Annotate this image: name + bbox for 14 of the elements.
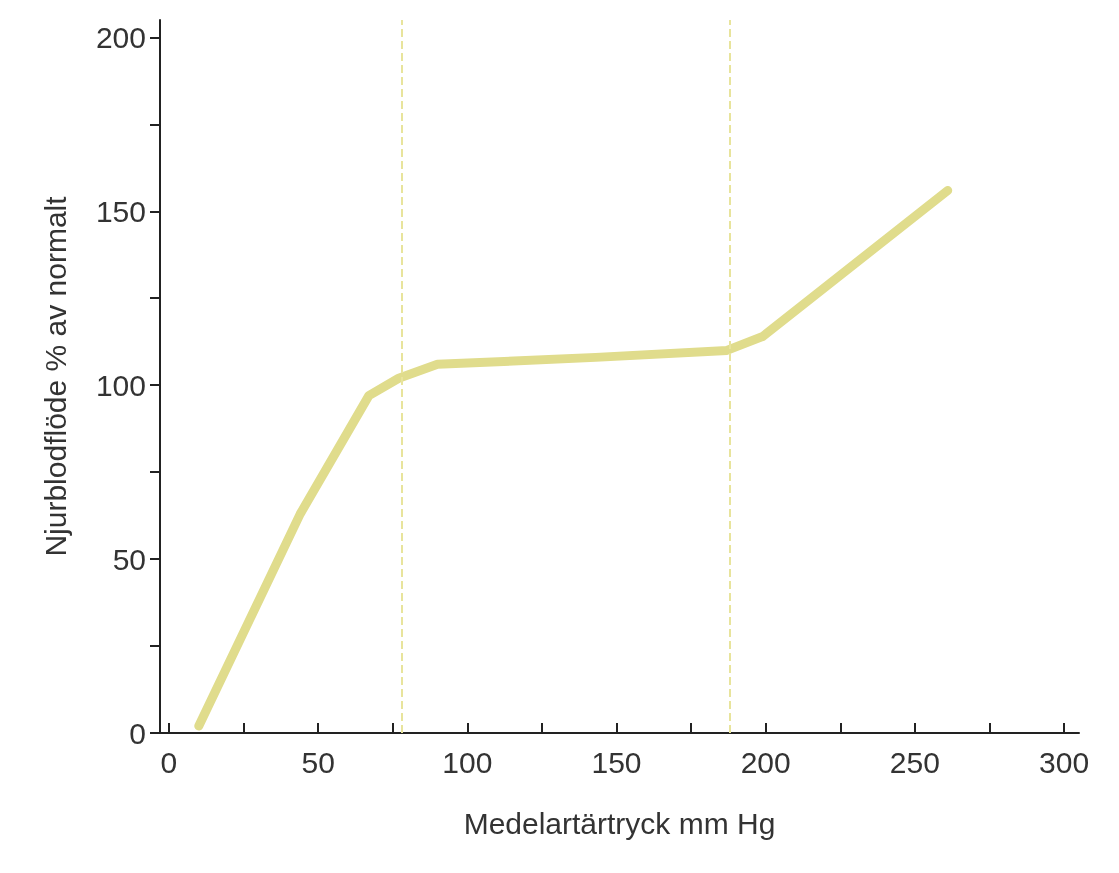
y-tick-label: 150: [95, 194, 146, 228]
x-axis-title: Medelartärtryck mm Hg: [463, 806, 776, 840]
x-tick-label: 150: [591, 745, 642, 779]
y-tick-label: 200: [95, 20, 146, 54]
x-tick-label: 0: [160, 745, 178, 779]
x-tick-label: 100: [442, 745, 493, 779]
x-tick-label: 300: [1039, 745, 1090, 779]
x-tick-label: 200: [740, 745, 791, 779]
y-axis-title: Njurblodflöde % av normalt: [38, 195, 72, 557]
y-tick-label: 0: [129, 716, 146, 750]
y-tick-label: 50: [112, 542, 146, 576]
x-tick-label: 50: [301, 745, 335, 779]
x-tick-label: 250: [889, 745, 940, 779]
y-tick-label: 100: [95, 368, 146, 402]
